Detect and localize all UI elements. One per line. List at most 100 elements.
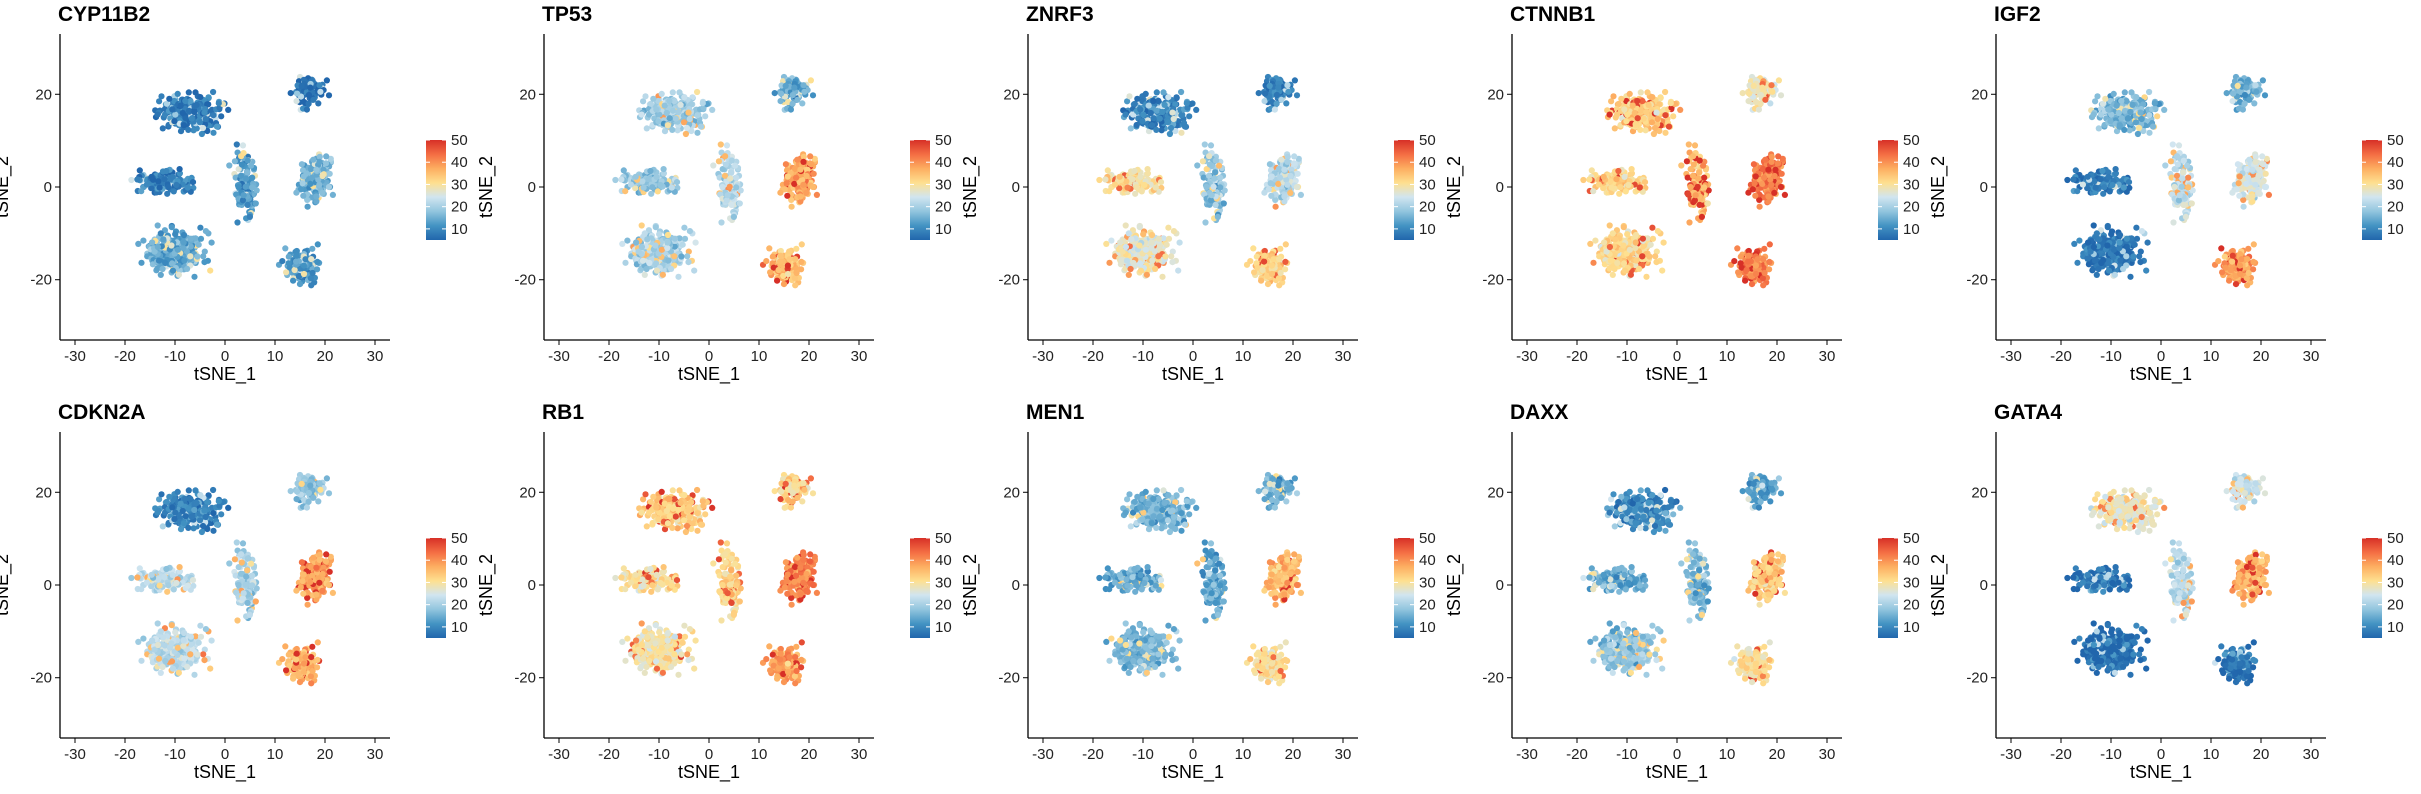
cell-point bbox=[249, 184, 255, 190]
cell-point bbox=[612, 177, 618, 183]
cell-point bbox=[719, 184, 725, 190]
legend-tick-label: 20 bbox=[451, 199, 468, 216]
cell-point bbox=[184, 266, 190, 272]
cell-point bbox=[1627, 91, 1633, 97]
cell-point bbox=[1637, 127, 1643, 133]
cell-point bbox=[1207, 161, 1213, 167]
cell-point bbox=[732, 163, 738, 169]
cell-point bbox=[1687, 184, 1693, 190]
cell-point bbox=[804, 173, 810, 179]
panel-title: ZNRF3 bbox=[1026, 3, 1094, 26]
cell-point bbox=[160, 125, 166, 131]
legend-tick-label: 10 bbox=[1419, 221, 1436, 238]
cell-point bbox=[1630, 103, 1636, 109]
cell-point bbox=[685, 110, 691, 116]
cell-point bbox=[1216, 163, 1222, 169]
cell-point bbox=[1177, 240, 1183, 246]
x-tick-label: -20 bbox=[114, 348, 136, 365]
cell-point bbox=[1699, 214, 1705, 220]
cell-point bbox=[786, 256, 792, 262]
cell-point bbox=[1649, 119, 1655, 125]
cell-point bbox=[619, 241, 625, 247]
cell-point bbox=[675, 274, 681, 280]
y-tick-label: 0 bbox=[528, 179, 536, 196]
cell-point bbox=[792, 166, 798, 172]
cell-point bbox=[793, 246, 799, 252]
cell-point bbox=[166, 96, 172, 102]
cell-point bbox=[1287, 190, 1293, 196]
cell-point bbox=[1701, 184, 1707, 190]
cell-point bbox=[1217, 184, 1223, 190]
cell-point bbox=[789, 204, 795, 210]
cell-point bbox=[1105, 167, 1111, 173]
cell-point bbox=[1621, 106, 1627, 112]
cell-point bbox=[1268, 180, 1274, 186]
cell-point bbox=[1162, 102, 1168, 108]
cell-point bbox=[774, 278, 780, 284]
cell-point bbox=[1262, 91, 1268, 97]
cell-point bbox=[1282, 259, 1288, 265]
cell-point bbox=[1217, 175, 1223, 181]
cell-point bbox=[680, 242, 686, 248]
legend-tick-label: 40 bbox=[1419, 154, 1436, 171]
cell-point bbox=[1648, 242, 1654, 248]
cell-point bbox=[1662, 89, 1668, 95]
legend-tick-label: 50 bbox=[935, 132, 952, 149]
cell-point bbox=[783, 83, 789, 89]
cell-point bbox=[209, 240, 215, 246]
cell-point bbox=[644, 266, 650, 272]
cell-point bbox=[793, 175, 799, 181]
cell-point bbox=[733, 175, 739, 181]
cell-point bbox=[1668, 100, 1674, 106]
cell-point bbox=[1622, 174, 1628, 180]
cell-point bbox=[210, 112, 216, 118]
cell-point bbox=[1251, 269, 1257, 275]
cell-point bbox=[1278, 270, 1284, 276]
legend-tick-label: 30 bbox=[451, 176, 468, 193]
cell-point bbox=[654, 174, 660, 180]
cell-point bbox=[668, 266, 674, 272]
cell-point bbox=[200, 125, 206, 131]
x-tick-label: -30 bbox=[548, 348, 570, 365]
cell-point bbox=[1610, 230, 1616, 236]
y-tick-label: 0 bbox=[44, 179, 52, 196]
cell-point bbox=[306, 101, 312, 107]
x-tick-label: 10 bbox=[267, 348, 284, 365]
cell-point bbox=[1149, 239, 1155, 245]
y-tick-label: -20 bbox=[30, 272, 52, 289]
cell-point bbox=[1140, 231, 1146, 237]
cell-point bbox=[642, 272, 648, 278]
x-tick-label: 30 bbox=[1335, 348, 1352, 365]
cell-point bbox=[1209, 192, 1215, 198]
cell-point bbox=[1128, 266, 1134, 272]
cell-point bbox=[791, 85, 797, 91]
cell-point bbox=[293, 190, 299, 196]
cell-point bbox=[1108, 238, 1114, 244]
cell-point bbox=[1627, 247, 1633, 253]
cell-point bbox=[238, 153, 244, 159]
cell-point bbox=[1178, 112, 1184, 118]
cell-point bbox=[1666, 124, 1672, 130]
cell-point bbox=[170, 268, 176, 274]
cell-point bbox=[665, 239, 671, 245]
cell-point bbox=[197, 119, 203, 125]
cell-point bbox=[180, 110, 186, 116]
cell-point bbox=[288, 90, 294, 96]
cell-point bbox=[1633, 232, 1639, 238]
x-axis-title: tSNE_1 bbox=[678, 364, 740, 385]
cell-point bbox=[1129, 176, 1135, 182]
cell-point bbox=[165, 184, 171, 190]
cell-point bbox=[1276, 282, 1282, 288]
cell-point bbox=[1613, 176, 1619, 182]
cell-point bbox=[1156, 236, 1162, 242]
cell-point bbox=[659, 247, 665, 253]
cell-point bbox=[1184, 100, 1190, 106]
cell-point bbox=[767, 269, 773, 275]
cell-point bbox=[1643, 109, 1649, 115]
cell-point bbox=[1636, 266, 1642, 272]
x-tick-label: -20 bbox=[598, 348, 620, 365]
color-legend: 1020304050 bbox=[426, 132, 468, 240]
cell-point bbox=[665, 232, 671, 238]
cell-point bbox=[1693, 192, 1699, 198]
cell-point bbox=[1267, 161, 1273, 167]
